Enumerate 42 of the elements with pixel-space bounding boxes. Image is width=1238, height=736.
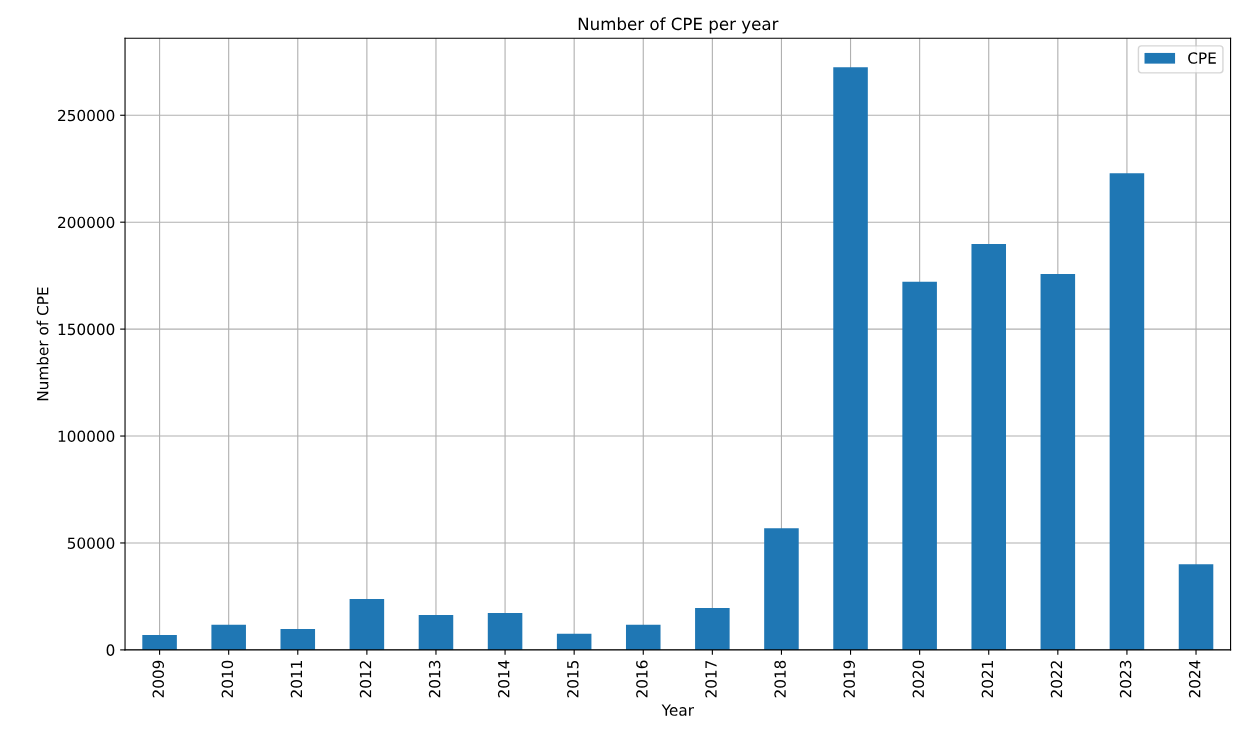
bar xyxy=(902,281,937,650)
x-tick-label: 2020 xyxy=(912,660,925,698)
bar xyxy=(349,598,385,650)
x-tick-label: 2024 xyxy=(1188,660,1201,698)
bar xyxy=(695,607,730,650)
x-tick-label: 2011 xyxy=(290,661,303,698)
x-tick-label: 2018 xyxy=(774,660,786,698)
y-tick-label: 50000 xyxy=(67,537,115,549)
bar xyxy=(1109,173,1145,650)
y-tick-label: 200000 xyxy=(58,216,115,229)
bar xyxy=(971,244,1007,650)
y-tick-label: 100000 xyxy=(58,430,115,443)
x-tick-label: 2017 xyxy=(705,660,717,698)
x-tick-label: 2023 xyxy=(1119,660,1132,698)
bar xyxy=(211,624,246,650)
bar xyxy=(142,634,177,650)
bar xyxy=(764,528,799,650)
x-tick-label: 2014 xyxy=(497,660,510,698)
y-tick-label: 0 xyxy=(106,644,115,656)
x-tick-label: 2022 xyxy=(1050,661,1063,698)
bar xyxy=(625,624,661,650)
y-tick-label: 250000 xyxy=(58,109,115,122)
bar xyxy=(556,633,592,650)
bar xyxy=(487,612,523,650)
legend-label: CPE xyxy=(1188,52,1216,64)
x-tick-label: 2009 xyxy=(152,660,165,698)
x-tick-label: 2015 xyxy=(567,660,579,698)
bar xyxy=(833,67,868,650)
x-tick-label: 2010 xyxy=(221,660,234,698)
y-axis-title: Number of CPE xyxy=(36,287,49,401)
x-tick-label: 2012 xyxy=(359,661,372,698)
x-tick-label: 2016 xyxy=(636,660,648,698)
x-axis-title: Year xyxy=(661,704,694,716)
bar xyxy=(1040,273,1076,650)
bar xyxy=(1178,564,1214,650)
bar xyxy=(280,628,316,650)
y-tick-label: 150000 xyxy=(58,323,115,336)
x-tick-label: 2021 xyxy=(981,661,994,698)
chart-title: Number of CPE per year xyxy=(578,17,779,34)
bar xyxy=(418,615,454,650)
x-tick-label: 2019 xyxy=(843,660,855,698)
x-tick-label: 2013 xyxy=(428,660,441,698)
